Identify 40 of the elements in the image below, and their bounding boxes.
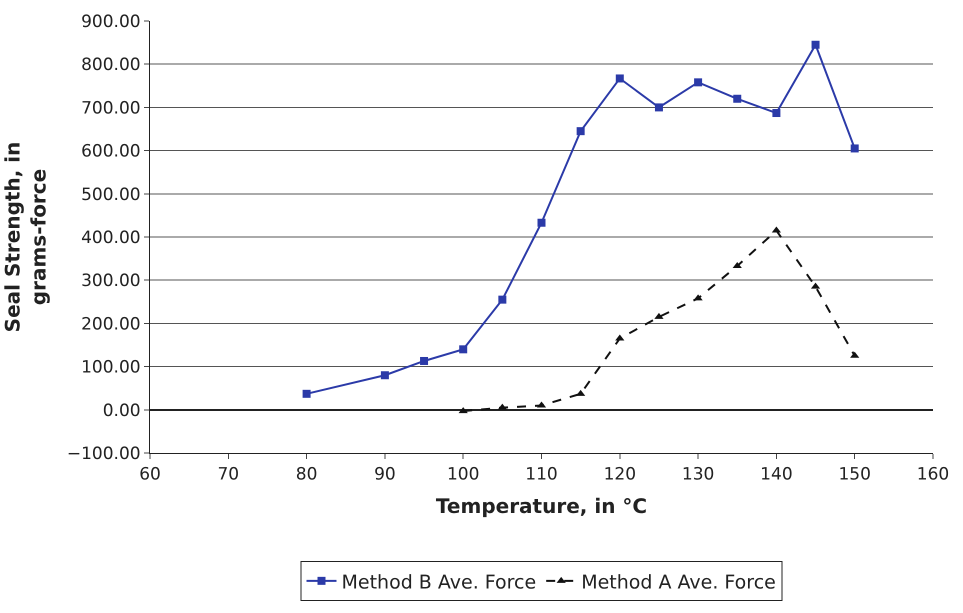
x-tick-label: 90 <box>374 464 396 484</box>
x-tick-label: 160 <box>916 464 950 484</box>
point <box>459 345 468 354</box>
x-axis-title: Temperature, in °C <box>436 494 648 518</box>
x-tick-label: 70 <box>217 464 240 484</box>
y-tick-label: −100.00 <box>66 444 141 464</box>
y-tick-label: 100.00 <box>81 358 141 378</box>
legend-label: Method B Ave. Force <box>342 571 536 594</box>
point <box>850 144 859 152</box>
x-tick-label: 140 <box>760 464 793 484</box>
point <box>654 103 663 112</box>
y-tick-label: 700.00 <box>81 98 141 118</box>
x-tick-label: 80 <box>296 464 318 484</box>
point <box>694 78 702 86</box>
x-tick-label: 100 <box>446 464 480 484</box>
y-tick-label: 500.00 <box>81 184 141 205</box>
y-tick-label: 0.00 <box>102 400 141 421</box>
x-tick-label: 120 <box>604 464 636 484</box>
x-tick-label: 60 <box>139 464 161 484</box>
y-tick-label: 200.00 <box>81 314 141 334</box>
x-tick-label: 130 <box>682 464 714 484</box>
y-tick-label: 600.00 <box>81 142 141 162</box>
point <box>616 74 624 82</box>
point <box>420 356 428 365</box>
point <box>538 218 546 227</box>
point <box>772 109 780 118</box>
y-tick-label: 400.00 <box>81 228 141 248</box>
point <box>812 40 820 49</box>
point <box>576 127 585 136</box>
y-axis-title: Seal Strength, in grams-force <box>0 142 50 332</box>
y-tick-label: 800.00 <box>81 55 141 76</box>
point <box>380 371 389 380</box>
point <box>302 390 311 398</box>
y-tick-label: 900.00 <box>81 12 141 32</box>
x-tick-label: 150 <box>838 464 871 484</box>
y-tick-label: 300.00 <box>81 271 141 292</box>
point <box>733 94 742 103</box>
x-tick-label: 110 <box>525 464 558 484</box>
legend-label: Method A Ave. Force <box>581 571 776 594</box>
point <box>498 296 506 304</box>
